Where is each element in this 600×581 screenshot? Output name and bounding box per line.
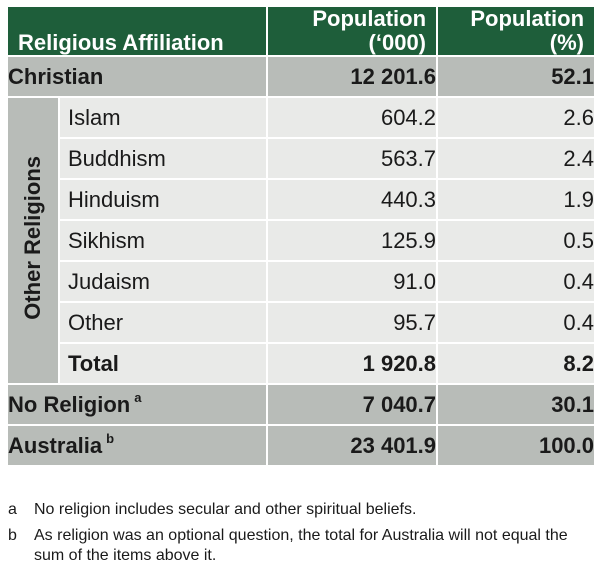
row-label: Hinduism xyxy=(57,178,269,222)
cell-thousands: 1 920.8 xyxy=(266,342,439,386)
footnote-mark: b xyxy=(8,527,17,544)
header-population-thousands: Population (‘000) xyxy=(266,4,439,58)
footnote-ref-a: a xyxy=(134,389,142,405)
row-judaism: Judaism 91.0 0.4 xyxy=(7,260,597,304)
cell-percent: 2.6 xyxy=(436,96,597,140)
row-label: Judaism xyxy=(57,260,269,304)
row-label: Christian xyxy=(5,55,269,99)
cell-thousands: 563.7 xyxy=(266,137,439,181)
row-label: Islam xyxy=(57,96,269,140)
row-label: Other xyxy=(57,301,269,345)
cell-percent: 0.4 xyxy=(436,301,597,345)
cell-percent: 8.2 xyxy=(436,342,597,386)
footnotes: a No religion includes secular and other… xyxy=(6,500,594,572)
header-population-percent: Population (%) xyxy=(436,4,597,58)
cell-percent: 52.1 xyxy=(436,55,597,99)
cell-thousands: 91.0 xyxy=(266,260,439,304)
row-label: Sikhism xyxy=(57,219,269,263)
footnote-b: b As religion was an optional question, … xyxy=(6,526,594,566)
cell-thousands: 604.2 xyxy=(266,96,439,140)
row-label: Buddhism xyxy=(57,137,269,181)
cell-percent: 1.9 xyxy=(436,178,597,222)
row-islam: Other Religions Islam 604.2 2.6 xyxy=(6,96,597,386)
row-hinduism: Hinduism 440.3 1.9 xyxy=(7,178,597,222)
footnote-mark: a xyxy=(8,501,17,518)
row-label: No Religion xyxy=(8,391,131,417)
row-label: Total xyxy=(57,342,269,386)
cell-thousands: 12 201.6 xyxy=(266,55,439,99)
footnote-ref-b: b xyxy=(106,430,115,446)
cell-thousands: 440.3 xyxy=(266,178,439,222)
row-sikhism: Sikhism 125.9 0.5 xyxy=(7,219,597,263)
table-header-row: Religious Affiliation Population (‘000) … xyxy=(5,4,597,58)
cell-thousands: 7 040.7 xyxy=(266,383,439,427)
row-christian: Christian 12 201.6 52.1 xyxy=(5,55,597,99)
cell-percent: 2.4 xyxy=(436,137,597,181)
cell-thousands: 23 401.9 xyxy=(266,424,439,468)
row-label: Australia xyxy=(8,432,103,458)
row-other-religions-total: Total 1 920.8 8.2 xyxy=(7,342,597,386)
row-no-religion: No Religion a 7 040.7 30.1 xyxy=(5,383,597,427)
cell-percent: 0.4 xyxy=(436,260,597,304)
cell-percent: 100.0 xyxy=(436,424,597,468)
row-label-cell: No Religion a xyxy=(5,383,269,427)
cell-percent: 30.1 xyxy=(436,383,597,427)
religious-affiliation-table: Religious Affiliation Population (‘000) … xyxy=(5,4,597,468)
row-australia: Australia b 23 401.9 100.0 xyxy=(5,424,597,468)
other-religions-group-label: Other Religions xyxy=(6,96,60,386)
row-label-cell: Australia b xyxy=(5,424,269,468)
cell-thousands: 125.9 xyxy=(266,219,439,263)
header-religious-affiliation: Religious Affiliation xyxy=(5,4,269,58)
footnote-a: a No religion includes secular and other… xyxy=(6,500,594,520)
cell-percent: 0.5 xyxy=(436,219,597,263)
cell-thousands: 95.7 xyxy=(266,301,439,345)
footnote-text: No religion includes secular and other s… xyxy=(34,501,417,518)
row-buddhism: Buddhism 563.7 2.4 xyxy=(7,137,597,181)
footnote-text: As religion was an optional question, th… xyxy=(34,527,568,564)
row-other: Other 95.7 0.4 xyxy=(7,301,597,345)
